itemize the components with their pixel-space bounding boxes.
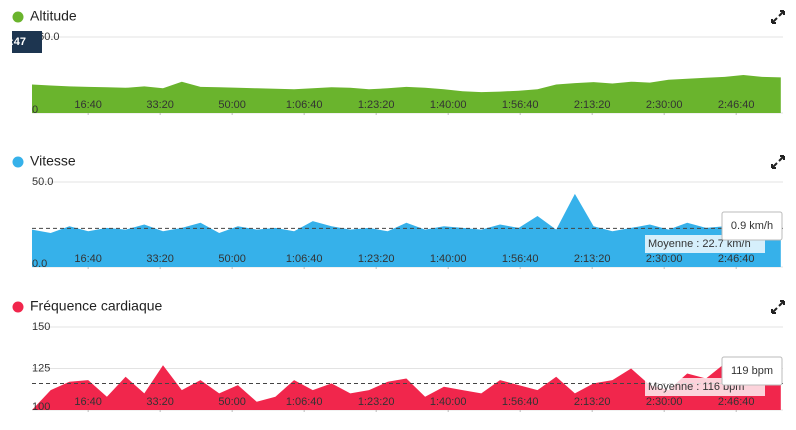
average-label: Moyenne : 116 bpm: [648, 381, 744, 393]
x-tick-label: 16:40: [74, 99, 102, 111]
x-tick-label: 1:23:20: [358, 253, 395, 265]
x-tick-label: 1:40:00: [430, 253, 467, 265]
x-tick-label: 33:20: [146, 396, 174, 408]
x-tick-label: 1:06:40: [286, 99, 323, 111]
average-label: Moyenne : 22.7 km/h: [648, 238, 751, 250]
area: [32, 75, 781, 113]
x-tick-label: 1:56:40: [502, 99, 539, 111]
tooltip: 3:47: [4, 36, 26, 48]
chart-title: Vitesse: [30, 153, 76, 169]
x-tick-label: 2:46:40: [718, 396, 755, 408]
x-tick-label: 1:23:20: [358, 99, 395, 111]
area: [32, 360, 781, 410]
expand-arrow: [771, 10, 785, 24]
x-tick-label: 2:30:00: [646, 396, 683, 408]
x-tick-label: 50:00: [218, 396, 246, 408]
y-tick-label: 150: [32, 321, 50, 333]
y-tick-label: 50.0: [32, 176, 53, 188]
title-dot: [12, 301, 24, 313]
x-tick-label: 50:00: [218, 253, 246, 265]
x-tick-label: 2:46:40: [718, 99, 755, 111]
x-tick-label: 2:46:40: [718, 253, 755, 265]
x-tick-label: 1:56:40: [502, 253, 539, 265]
x-tick-label: 1:06:40: [286, 396, 323, 408]
x-tick-label: 16:40: [74, 396, 102, 408]
y-tick-label: 125: [32, 362, 50, 374]
expand-icon[interactable]: [771, 155, 785, 169]
x-tick-label: 2:13:20: [574, 396, 611, 408]
x-tick-label: 1:06:40: [286, 253, 323, 265]
title-dot: [12, 11, 24, 23]
chart-title: Fréquence cardiaque: [30, 298, 163, 314]
x-tick-label: 2:13:20: [574, 99, 611, 111]
tooltip: 119 bpm: [731, 365, 773, 377]
title-dot: [12, 156, 24, 168]
y-tick-label: 100: [32, 401, 50, 413]
chart-title: Altitude: [30, 8, 77, 24]
tooltip-box: [12, 31, 42, 53]
x-tick-label: 1:56:40: [502, 396, 539, 408]
tooltip-box: [721, 211, 783, 241]
x-tick-label: 2:30:00: [646, 99, 683, 111]
expand-arrow: [771, 155, 785, 169]
tooltip-box: [721, 356, 783, 386]
y-tick-label: 0.0: [32, 258, 47, 270]
x-tick-label: 33:20: [146, 99, 174, 111]
x-tick-label: 50:00: [218, 99, 246, 111]
x-tick-label: 16:40: [74, 253, 102, 265]
x-tick-label: 2:13:20: [574, 253, 611, 265]
tooltip: 0.9 km/h: [731, 220, 773, 232]
y-tick-label: 0: [32, 104, 38, 116]
area: [32, 193, 781, 267]
x-tick-label: 33:20: [146, 253, 174, 265]
x-tick-label: 1:40:00: [430, 99, 467, 111]
expand-arrow: [771, 300, 785, 314]
expand-icon[interactable]: [771, 300, 785, 314]
x-tick-label: 1:40:00: [430, 396, 467, 408]
x-tick-label: 2:30:00: [646, 253, 683, 265]
expand-icon[interactable]: [771, 10, 785, 24]
x-tick-label: 1:23:20: [358, 396, 395, 408]
